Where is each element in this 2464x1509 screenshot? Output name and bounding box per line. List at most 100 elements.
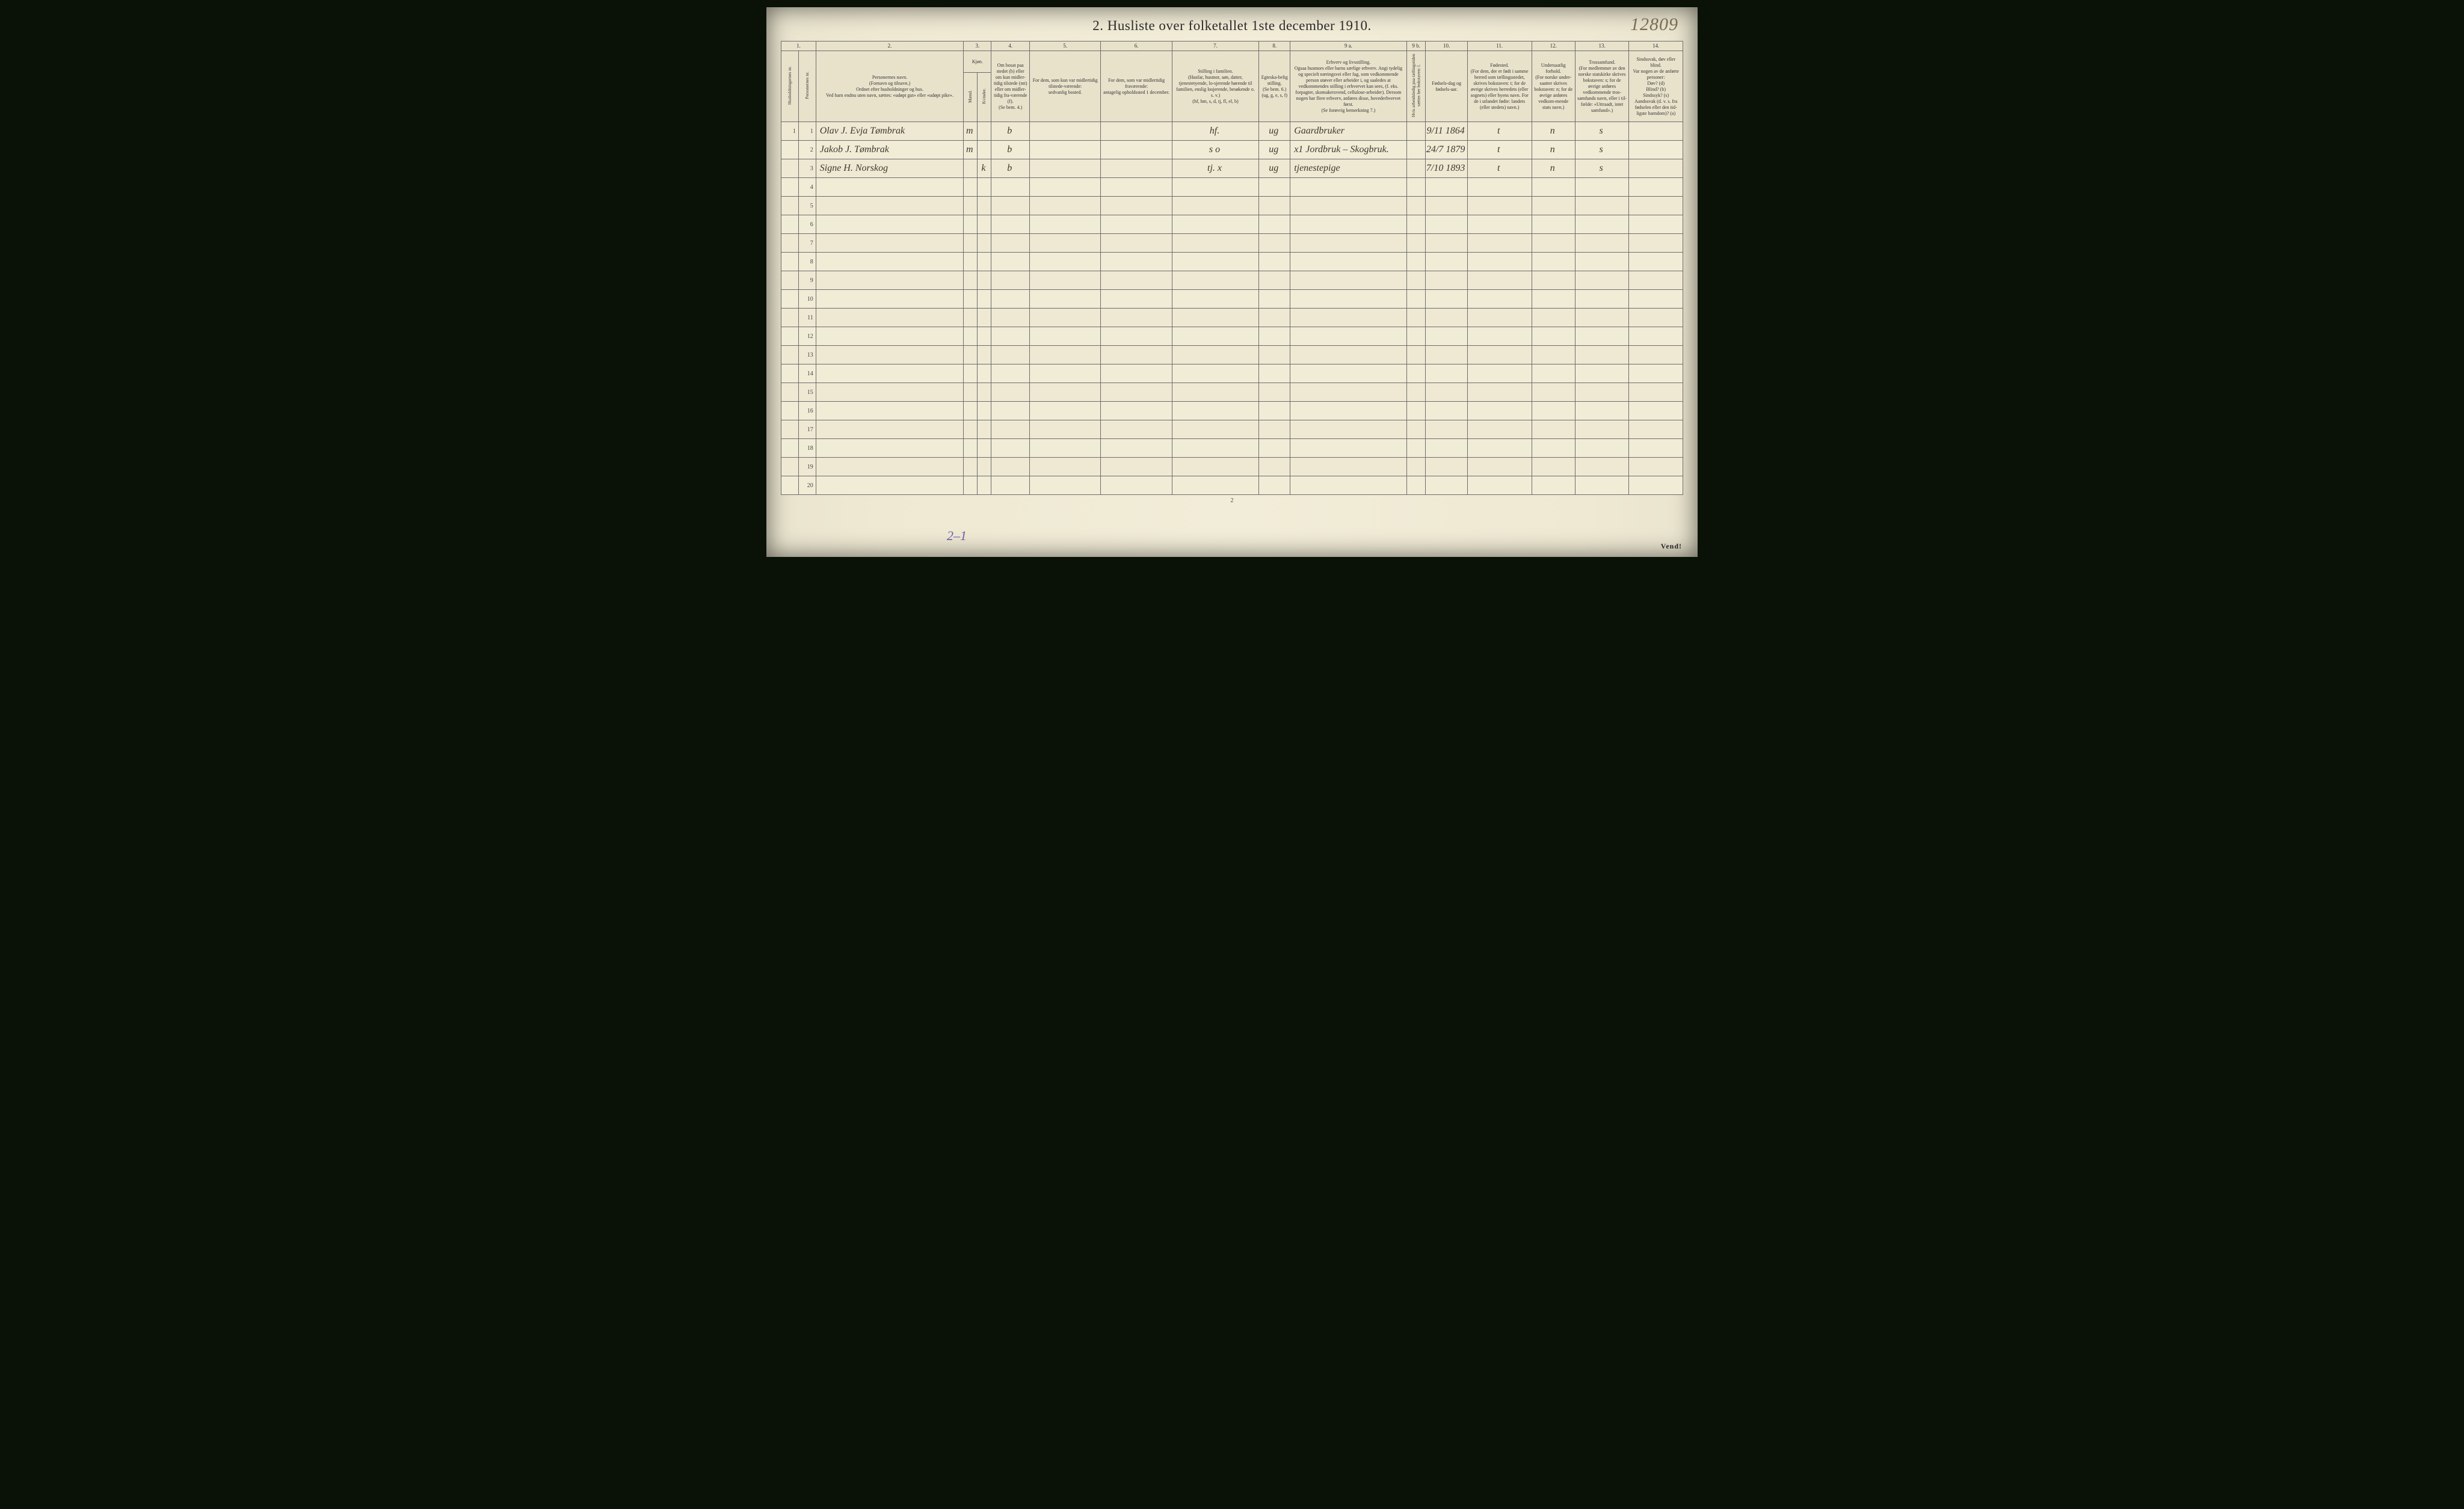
cell-arbeidsledig — [1406, 364, 1426, 383]
cell-undersaatlig — [1532, 309, 1575, 327]
cell-arbeidsledig — [1406, 159, 1426, 178]
cell-familien — [1172, 327, 1258, 346]
cell-person-nr: 5 — [798, 197, 816, 215]
cell-erhverv — [1290, 215, 1407, 234]
cell-midl-fravaerende — [1101, 159, 1172, 178]
table-row: 11 — [781, 309, 1683, 327]
table-body: 11Olav J. Evja Tømbrakmbhf.ugGaardbruker… — [781, 122, 1683, 495]
colnum-1: 1. — [781, 41, 816, 51]
cell-maend — [964, 271, 978, 290]
cell-tros — [1575, 309, 1629, 327]
cell-name — [816, 327, 964, 346]
cell-maend — [964, 383, 978, 402]
cell-hh-nr — [781, 141, 799, 159]
cell-hh-nr — [781, 271, 799, 290]
cell-tros — [1575, 458, 1629, 476]
cell-sindssvak — [1629, 159, 1683, 178]
cell-name — [816, 290, 964, 309]
cell-kvinder: k — [978, 159, 991, 178]
cell-fodested — [1467, 309, 1532, 327]
cell-fodsel — [1426, 197, 1467, 215]
cell-fodsel — [1426, 402, 1467, 420]
cell-hh-nr — [781, 290, 799, 309]
cell-egteskab — [1259, 327, 1290, 346]
cell-maend — [964, 402, 978, 420]
cell-tros — [1575, 439, 1629, 458]
cell-person-nr: 13 — [798, 346, 816, 364]
cell-familien — [1172, 253, 1258, 271]
head-bosat: Om bosat paa stedet (b) eller om kun mid… — [991, 51, 1030, 122]
cell-name — [816, 364, 964, 383]
cell-fodested — [1467, 364, 1532, 383]
head-trossamfund: Trossamfund. (For medlemmer av den norsk… — [1575, 51, 1629, 122]
cell-fodsel — [1426, 458, 1467, 476]
cell-kvinder — [978, 141, 991, 159]
cell-midl-fravaerende — [1101, 420, 1172, 439]
cell-tros — [1575, 476, 1629, 495]
cell-midl-fravaerende — [1101, 476, 1172, 495]
cell-tros — [1575, 346, 1629, 364]
cell-bosat — [991, 346, 1030, 364]
cell-erhverv — [1290, 309, 1407, 327]
cell-erhverv — [1290, 476, 1407, 495]
cell-fodsel: 7/10 1893 — [1426, 159, 1467, 178]
cell-midl-tilstede — [1029, 383, 1100, 402]
head-person-nr: Personernes nr. — [798, 51, 816, 122]
cell-erhverv: x1 Jordbruk – Skogbruk. — [1290, 141, 1407, 159]
cell-bosat — [991, 476, 1030, 495]
cell-fodested: t — [1467, 122, 1532, 141]
cell-maend — [964, 364, 978, 383]
cell-midl-fravaerende — [1101, 402, 1172, 420]
cell-familien — [1172, 197, 1258, 215]
cell-person-nr: 19 — [798, 458, 816, 476]
cell-hh-nr — [781, 402, 799, 420]
cell-hh-nr — [781, 383, 799, 402]
cell-person-nr: 12 — [798, 327, 816, 346]
cell-egteskab — [1259, 178, 1290, 197]
cell-kvinder — [978, 178, 991, 197]
head-kjon: Kjøn. — [964, 51, 991, 73]
cell-hh-nr — [781, 458, 799, 476]
cell-fodested — [1467, 271, 1532, 290]
cell-fodsel — [1426, 439, 1467, 458]
cell-arbeidsledig — [1406, 476, 1426, 495]
table-row: 2Jakob J. Tømbrakmbs ougx1 Jordbruk – Sk… — [781, 141, 1683, 159]
cell-name — [816, 420, 964, 439]
cell-maend — [964, 290, 978, 309]
head-stilling-familien: Stilling i familien. (Husfar, husmor, sø… — [1172, 51, 1258, 122]
cell-tros — [1575, 178, 1629, 197]
cell-tros — [1575, 271, 1629, 290]
cell-person-nr: 1 — [798, 122, 816, 141]
cell-arbeidsledig — [1406, 215, 1426, 234]
cell-sindssvak — [1629, 271, 1683, 290]
cell-midl-tilstede — [1029, 439, 1100, 458]
cell-person-nr: 11 — [798, 309, 816, 327]
cell-fodsel — [1426, 327, 1467, 346]
cell-name — [816, 253, 964, 271]
cell-fodsel — [1426, 234, 1467, 253]
head-husholdning-nr: Husholdningernes nr. — [781, 51, 799, 122]
cell-kvinder — [978, 420, 991, 439]
cell-egteskab — [1259, 458, 1290, 476]
cell-bosat: b — [991, 159, 1030, 178]
cell-erhverv — [1290, 271, 1407, 290]
cell-egteskab — [1259, 309, 1290, 327]
cell-kvinder — [978, 215, 991, 234]
cell-hh-nr — [781, 476, 799, 495]
cell-fodested: t — [1467, 159, 1532, 178]
cell-undersaatlig — [1532, 215, 1575, 234]
cell-hh-nr — [781, 439, 799, 458]
cell-arbeidsledig — [1406, 197, 1426, 215]
head-fodsel: Fødsels-dag og fødsels-aar. — [1426, 51, 1467, 122]
cell-bosat — [991, 327, 1030, 346]
colnum-14: 14. — [1629, 41, 1683, 51]
cell-name — [816, 346, 964, 364]
cell-midl-fravaerende — [1101, 271, 1172, 290]
cell-name — [816, 215, 964, 234]
table-row: 5 — [781, 197, 1683, 215]
cell-fodested — [1467, 402, 1532, 420]
cell-undersaatlig — [1532, 458, 1575, 476]
cell-bosat: b — [991, 122, 1030, 141]
cell-egteskab: ug — [1259, 122, 1290, 141]
cell-person-nr: 4 — [798, 178, 816, 197]
